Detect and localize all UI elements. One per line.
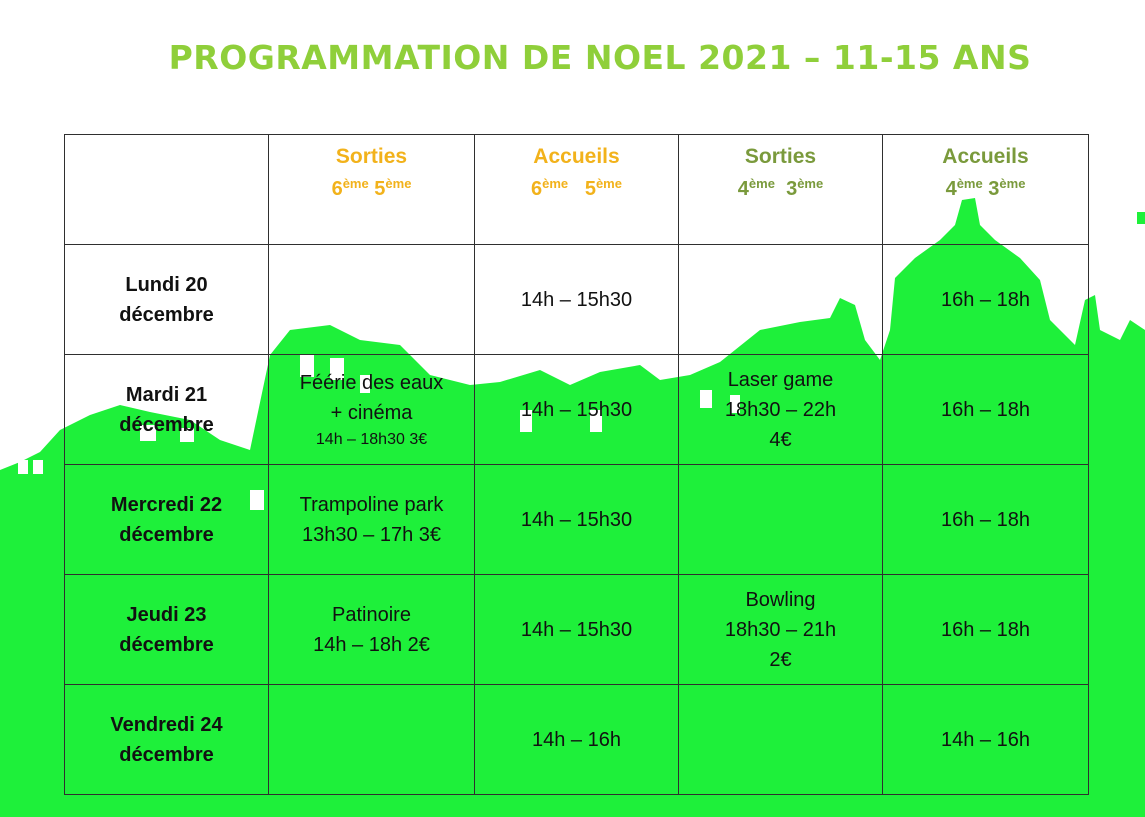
cell-accueils-4-3: 16h – 18h <box>882 574 1089 685</box>
day-cell: Mercredi 22 décembre <box>64 464 269 575</box>
header-label: Accueils <box>533 145 620 168</box>
cell-sorties-4-3: Laser game 18h30 – 22h 4€ <box>678 354 883 465</box>
header-cell-sorties-6-5: Sorties 6ème 5ème <box>268 134 475 245</box>
header-cell-empty <box>64 134 269 245</box>
header-cell-accueils-4-3: Accueils 4ème 3ème <box>882 134 1089 245</box>
header-cell-accueils-6-5: Accueils 6ème 5ème <box>474 134 679 245</box>
header-cell-sorties-4-3: Sorties 4ème 3ème <box>678 134 883 245</box>
cell-sorties-6-5: Trampoline park 13h30 – 17h 3€ <box>268 464 475 575</box>
cell-sorties-4-3: Bowling 18h30 – 21h 2€ <box>678 574 883 685</box>
header-grades: 6ème 5ème <box>331 176 412 200</box>
header-label: Sorties <box>335 145 408 168</box>
cell-accueils-6-5: 14h – 15h30 <box>474 354 679 465</box>
cell-sorties-6-5 <box>268 684 475 795</box>
header-label: Sorties <box>744 145 817 168</box>
schedule-table: Sorties 6ème 5ème Accueils 6ème 5ème Sor… <box>64 134 1089 795</box>
cell-accueils-4-3: 16h – 18h <box>882 244 1089 355</box>
cell-sorties-4-3 <box>678 684 883 795</box>
cell-accueils-4-3: 16h – 18h <box>882 464 1089 575</box>
cell-accueils-4-3: 14h – 16h <box>882 684 1089 795</box>
day-cell: Lundi 20 décembre <box>64 244 269 355</box>
cell-accueils-4-3: 16h – 18h <box>882 354 1089 465</box>
page-title: PROGRAMMATION DE NOEL 2021 – 11-15 ANS <box>168 38 1032 77</box>
day-cell: Vendredi 24 décembre <box>64 684 269 795</box>
table-row: Lundi 20 décembre 14h – 15h30 16h – 18h <box>64 244 1089 355</box>
cell-sorties-6-5: Patinoire 14h – 18h 2€ <box>268 574 475 685</box>
header-grades: 6ème 5ème <box>531 176 622 200</box>
day-cell: Mardi 21 décembre <box>64 354 269 465</box>
day-cell: Jeudi 23 décembre <box>64 574 269 685</box>
table-row: Mardi 21 décembre Féérie des eaux + ciném… <box>64 354 1089 465</box>
cell-accueils-6-5: 14h – 15h30 <box>474 464 679 575</box>
cell-sorties-4-3 <box>678 244 883 355</box>
table-row: Vendredi 24 décembre 14h – 16h 14h – 16h <box>64 684 1089 795</box>
table-row: Jeudi 23 décembre Patinoire 14h – 18h 2€ … <box>64 574 1089 685</box>
cell-accueils-6-5: 14h – 15h30 <box>474 244 679 355</box>
cell-accueils-6-5: 14h – 15h30 <box>474 574 679 685</box>
header-label: Accueils <box>942 145 1029 168</box>
cell-sorties-6-5: Féérie des eaux + cinéma 14h – 18h30 3€ <box>268 354 475 465</box>
cell-sorties-6-5 <box>268 244 475 355</box>
cell-sorties-4-3 <box>678 464 883 575</box>
table-row: Mercredi 22 décembre Trampoline park 13h3… <box>64 464 1089 575</box>
cell-accueils-6-5: 14h – 16h <box>474 684 679 795</box>
header-grades: 4ème 3ème <box>945 176 1026 200</box>
header-row: Sorties 6ème 5ème Accueils 6ème 5ème Sor… <box>64 134 1089 245</box>
header-grades: 4ème 3ème <box>737 176 824 200</box>
